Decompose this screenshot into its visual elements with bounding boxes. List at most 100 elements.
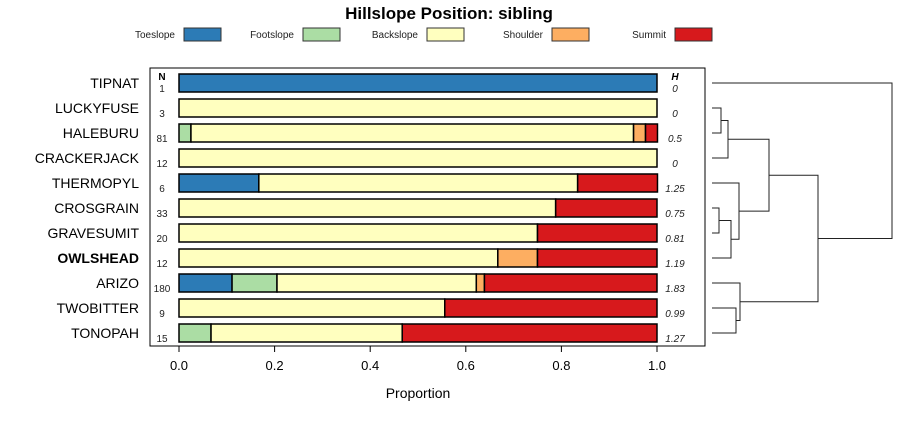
x-tick-label: 0.2 — [266, 358, 284, 373]
bar-row: ARIZO 180 1.83 — [96, 273, 685, 295]
bar-row: CROSGRAIN 33 0.75 — [54, 198, 685, 220]
legend-swatch — [674, 27, 713, 42]
row-label: THERMOPYL — [52, 175, 139, 191]
bar-segment-summit — [536, 248, 658, 268]
row-label: LUCKYFUSE — [55, 100, 139, 116]
bar-row: TWOBITTER 9 0.99 — [57, 298, 685, 320]
bar-row: HALEBURU 81 0.5 — [63, 123, 682, 145]
dendrogram — [712, 82, 893, 334]
x-axis-label: Proportion — [386, 385, 451, 401]
dendrogram-branch — [740, 174, 819, 303]
bar-segment-summit — [554, 198, 658, 218]
bar-row: THERMOPYL 6 1.25 — [52, 173, 685, 195]
bar-segment-shoulder — [497, 248, 539, 268]
n-header: N — [158, 72, 165, 83]
legend-swatch — [551, 27, 590, 42]
h-value: 0.81 — [665, 234, 684, 245]
bar-row: TONOPAH 15 1.27 — [71, 323, 685, 345]
bar-segment-toeslope — [178, 173, 260, 193]
legend-label: Footslope — [250, 30, 294, 41]
dendrogram-branch — [728, 138, 770, 212]
n-value: 1 — [159, 84, 165, 95]
n-value: 81 — [156, 134, 168, 145]
x-tick-label: 0.8 — [552, 358, 570, 373]
bar-row: CRACKERJACK 12 0 — [35, 148, 678, 170]
bar-segment-summit — [444, 298, 658, 318]
legend-swatch — [302, 27, 341, 42]
n-value: 12 — [156, 259, 168, 270]
bar-segment-backslope — [178, 198, 557, 218]
row-label: HALEBURU — [63, 125, 139, 141]
x-axis: 0.0 0.2 0.4 0.6 0.8 1.0 — [170, 346, 666, 373]
bar-row: GRAVESUMIT 20 0.81 — [47, 223, 685, 245]
bar-segment-backslope — [258, 173, 579, 193]
legend-label: Summit — [632, 30, 666, 41]
n-value: 6 — [159, 184, 165, 195]
n-value: 33 — [156, 209, 168, 220]
dendrogram-branch — [712, 120, 729, 159]
n-value: 20 — [156, 234, 168, 245]
h-value: 0 — [672, 159, 678, 170]
bar-segment-backslope — [190, 123, 635, 143]
bar-segment-backslope — [178, 223, 539, 243]
row-label: OWLSHEAD — [57, 250, 139, 266]
dendrogram-branch — [712, 307, 737, 334]
row-label: GRAVESUMIT — [47, 225, 139, 241]
legend-swatch — [426, 27, 465, 42]
h-value: 0 — [672, 109, 678, 120]
bar-rows: TIPNAT 1 0 LUCKYFUSE 3 0 HALEBURU 81 0.5 CRACKERJ… — [35, 73, 685, 345]
row-label: CRACKERJACK — [35, 150, 140, 166]
bar-segment-summit — [483, 273, 658, 293]
h-value: 1.83 — [665, 284, 685, 295]
bar-row: LUCKYFUSE 3 0 — [55, 98, 678, 120]
x-tick-label: 0.6 — [457, 358, 475, 373]
h-value: 0.5 — [668, 134, 682, 145]
x-tick-label: 0.0 — [170, 358, 188, 373]
h-value: 1.25 — [665, 184, 685, 195]
bar-segment-summit — [536, 223, 658, 243]
bar-row: OWLSHEAD 12 1.19 — [57, 248, 685, 270]
h-value: 0 — [672, 84, 678, 95]
row-label: ARIZO — [96, 275, 139, 291]
bar-segment-footslope — [178, 323, 212, 343]
legend-swatch — [183, 27, 222, 42]
n-value: 12 — [156, 159, 168, 170]
bar-segment-backslope — [276, 273, 478, 293]
bar-segment-backslope — [178, 298, 446, 318]
n-value: 15 — [156, 334, 168, 345]
row-label: CROSGRAIN — [54, 200, 139, 216]
bar-segment-summit — [644, 123, 659, 143]
legend-label: Toeslope — [135, 30, 175, 41]
dendrogram-branch — [712, 107, 722, 134]
bar-segment-shoulder — [475, 273, 486, 293]
legend: Toeslope Footslope Backslope Shoulder Summit — [135, 27, 713, 42]
bar-segment-backslope — [178, 98, 658, 118]
bar-segment-shoulder — [632, 123, 647, 143]
row-label: TIPNAT — [90, 75, 139, 91]
bar-segment-toeslope — [178, 273, 233, 293]
h-value: 0.75 — [665, 209, 685, 220]
chart-title: Hillslope Position: sibling — [345, 4, 553, 23]
h-value: 1.19 — [665, 259, 685, 270]
n-value: 180 — [154, 284, 171, 295]
n-value: 3 — [159, 109, 165, 120]
dendrogram-branch — [712, 82, 893, 239]
dendrogram-branch — [712, 182, 740, 240]
bar-segment-footslope — [231, 273, 278, 293]
dendrogram-branch — [712, 220, 732, 259]
h-value: 1.27 — [665, 334, 685, 345]
bar-segment-backslope — [178, 148, 658, 168]
h-header: H — [671, 72, 679, 83]
bar-segment-backslope — [210, 323, 403, 343]
bar-row: TIPNAT 1 0 — [90, 73, 678, 95]
bar-segment-summit — [576, 173, 659, 193]
legend-label: Backslope — [372, 30, 419, 41]
bar-segment-toeslope — [178, 73, 658, 93]
n-value: 9 — [159, 309, 165, 320]
row-label: TONOPAH — [71, 325, 139, 341]
bar-segment-summit — [401, 323, 658, 343]
x-tick-label: 1.0 — [648, 358, 666, 373]
bar-segment-backslope — [178, 248, 499, 268]
bar-segment-footslope — [178, 123, 192, 143]
